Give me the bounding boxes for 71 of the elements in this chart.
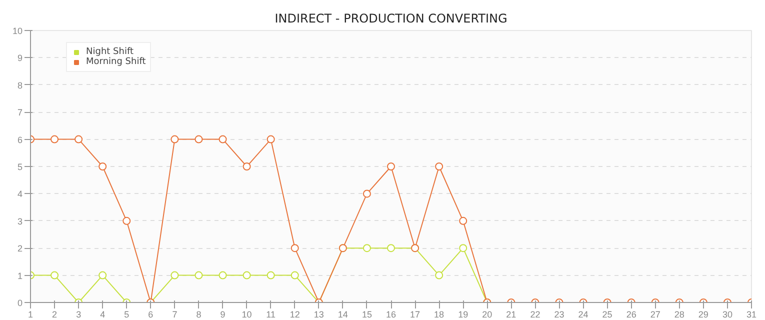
point	[194, 271, 203, 280]
y-tick-label: 3	[17, 216, 23, 226]
x-tick-label: 17	[410, 310, 420, 320]
y-tick-label: 6	[17, 134, 23, 145]
x-tick-label: 21	[506, 310, 516, 320]
x-tick-label: 29	[698, 310, 708, 320]
point	[362, 190, 371, 198]
y-tick-label: 10	[12, 26, 23, 36]
point	[170, 271, 179, 280]
x-tick-label: 9	[220, 310, 226, 320]
y-tick-label: 8	[17, 80, 23, 90]
y-tick-label: 7	[17, 108, 23, 118]
x-tick-label: 12	[290, 310, 300, 320]
x-tick-label: 25	[602, 310, 612, 320]
point	[50, 135, 59, 144]
legend-label: Morning Shift	[86, 57, 146, 67]
x-tick-label: 6	[148, 310, 154, 320]
x-tick-label: 11	[266, 310, 276, 320]
x-tick-label: 22	[530, 310, 540, 320]
x-tick-label: 19	[458, 310, 468, 320]
point	[290, 244, 299, 252]
point	[435, 271, 444, 280]
point	[459, 244, 468, 252]
point	[362, 244, 371, 252]
x-tick-label: 3	[76, 310, 82, 320]
point	[98, 271, 107, 280]
point	[290, 271, 299, 280]
point	[218, 135, 227, 144]
x-tick-label: 20	[482, 310, 492, 320]
y-tick-label: 0	[17, 298, 23, 308]
point	[98, 162, 107, 170]
point	[435, 162, 444, 170]
chart-title: INDIRECT - PRODUCTION CONVERTING	[274, 12, 508, 26]
y-tick-label: 2	[17, 244, 23, 254]
x-tick-label: 2	[52, 310, 58, 320]
x-tick-label: 31	[746, 310, 757, 320]
point	[459, 216, 468, 225]
x-tick-label: 23	[554, 310, 564, 320]
point	[218, 271, 227, 280]
y-tick-label: 1	[17, 270, 23, 281]
legend-label: Night Shift	[86, 47, 134, 57]
x-tick-label: 10	[242, 310, 252, 320]
y-tick-label: 9	[17, 53, 23, 64]
point	[74, 135, 83, 144]
point	[242, 162, 251, 170]
x-tick-label: 15	[362, 310, 372, 320]
x-tick-label: 18	[434, 310, 444, 320]
x-tick-label: 5	[124, 310, 130, 320]
x-tick-label: 7	[172, 310, 178, 320]
x-tick-label: 1	[28, 310, 34, 320]
x-tick-label: 24	[578, 310, 588, 320]
point	[266, 135, 275, 144]
x-tick-label: 13	[314, 310, 324, 320]
x-tick-label: 4	[100, 310, 106, 320]
point	[122, 216, 131, 225]
x-tick-label: 28	[674, 310, 684, 320]
x-tick-label: 14	[338, 310, 348, 320]
point	[170, 135, 179, 144]
x-tick-label: 30	[722, 310, 732, 320]
x-tick-label: 27	[650, 310, 660, 320]
point	[266, 271, 275, 280]
x-tick-label: 26	[626, 310, 636, 320]
x-tick-label: 8	[196, 310, 202, 320]
point	[387, 244, 395, 252]
x-tick-label: 16	[386, 310, 396, 320]
point	[194, 135, 203, 144]
y-tick-label: 5	[17, 162, 23, 172]
point	[50, 271, 59, 280]
point	[387, 162, 395, 170]
point	[242, 271, 251, 280]
y-tick-label: 4	[17, 189, 23, 200]
